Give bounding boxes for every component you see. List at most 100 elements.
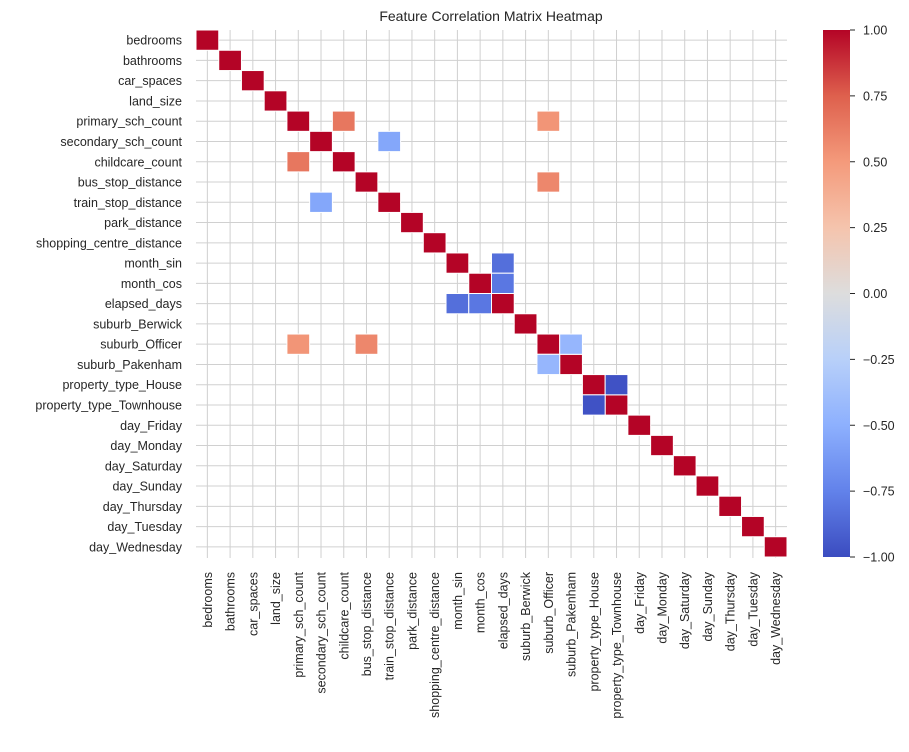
colorbar-tick-label: 0.75	[863, 89, 887, 103]
x-tick-label: primary_sch_count	[292, 571, 306, 677]
x-tick-label: suburb_Pakenham	[565, 572, 579, 677]
heatmap-cell	[536, 110, 561, 132]
y-tick-label: childcare_count	[94, 155, 182, 169]
x-tick-label: secondary_sch_count	[315, 571, 329, 693]
heatmap-cell	[559, 333, 583, 355]
heatmap-cell	[650, 434, 674, 457]
x-tick-label: bathrooms	[224, 572, 238, 631]
y-tick-label: bathrooms	[123, 54, 182, 68]
y-tick-label: park_distance	[104, 216, 182, 230]
x-tick-label: shopping_centre_distance	[428, 572, 442, 718]
heatmap-cell	[377, 191, 402, 213]
x-tick-label: park_distance	[405, 572, 419, 650]
heatmap-cell	[763, 536, 788, 558]
colorbar-gradient	[823, 30, 850, 557]
x-tick-label: bedrooms	[201, 572, 215, 628]
y-tick-label: day_Tuesday	[107, 520, 182, 534]
heatmap-cell	[445, 252, 470, 274]
heatmap-cell	[695, 475, 720, 497]
x-tick-label: property_type_Townhouse	[610, 572, 624, 719]
y-tick-label: land_size	[129, 94, 182, 108]
colorbar-tick-label: −0.50	[863, 419, 895, 433]
heatmap-cell	[536, 353, 561, 376]
heatmap-cell	[354, 171, 379, 193]
heatmap-cell	[581, 374, 606, 396]
colorbar-tick-label: −0.25	[863, 353, 895, 367]
colorbar-tick-label: −1.00	[863, 551, 895, 565]
colorbar-tick-label: 0.25	[863, 221, 887, 235]
heatmap-cell	[491, 272, 515, 295]
y-tick-label: bus_stop_distance	[78, 176, 182, 190]
x-tick-label: suburb_Officer	[542, 572, 556, 654]
y-tick-label: train_stop_distance	[74, 196, 182, 210]
heatmap-cell	[536, 333, 561, 355]
x-tick-label: car_spaces	[246, 572, 260, 636]
heatmap-cell	[400, 211, 424, 234]
colorbar: 1.00 0.75 0.50 0.25 0.00 −0.25 −0.50 −0.75 −1.00	[823, 24, 895, 565]
y-tick-label: car_spaces	[118, 74, 182, 88]
heatmap-cell	[468, 293, 492, 315]
heatmap-cell	[377, 130, 402, 153]
y-tick-label: shopping_centre_distance	[36, 236, 182, 250]
heatmap-cell	[468, 272, 492, 295]
heatmap-cell	[218, 49, 242, 72]
x-tick-label: day_Sunday	[701, 571, 715, 641]
heatmap-cell	[718, 495, 743, 517]
heatmap-cell	[445, 293, 470, 315]
x-tick-label: day_Tuesday	[746, 571, 760, 646]
heatmap-cell	[309, 130, 333, 153]
y-tick-label: day_Saturday	[105, 459, 183, 473]
x-tick-label: day_Friday	[633, 571, 647, 634]
x-tick-label: day_Thursday	[724, 571, 738, 651]
y-tick-label: suburb_Pakenham	[77, 358, 182, 372]
heatmap-cell	[513, 313, 538, 335]
colorbar-tick-label: 0.50	[863, 155, 887, 169]
y-tick-label: secondary_sch_count	[60, 135, 182, 149]
y-tick-label: primary_sch_count	[76, 115, 182, 129]
x-tick-label: train_stop_distance	[383, 572, 397, 680]
x-tick-label: day_Monday	[655, 571, 669, 643]
x-tick-label: suburb_Berwick	[519, 571, 533, 661]
x-tick-label: elapsed_days	[496, 572, 510, 649]
heatmap-cell	[604, 374, 629, 396]
chart-title: Feature Correlation Matrix Heatmap	[379, 8, 603, 24]
heatmap-cell	[491, 252, 515, 274]
x-tick-label: month_cos	[474, 572, 488, 633]
heatmap-cell	[536, 171, 561, 193]
y-tick-label: month_cos	[121, 277, 182, 291]
y-tick-label: month_sin	[124, 257, 182, 271]
heatmap-cell	[581, 394, 606, 416]
x-tick-label: month_sin	[451, 572, 465, 630]
y-tick-label: day_Friday	[120, 419, 183, 433]
y-tick-label: bedrooms	[126, 34, 182, 48]
y-tick-label: suburb_Berwick	[93, 317, 183, 331]
heatmap-cell	[195, 29, 220, 51]
y-tick-label: day_Sunday	[112, 480, 182, 494]
heatmap-cell	[422, 232, 447, 254]
y-tick-label: day_Thursday	[103, 500, 183, 514]
y-tick-label: elapsed_days	[105, 297, 182, 311]
y-tick-label: property_type_Townhouse	[35, 398, 182, 412]
x-tick-label: bus_stop_distance	[360, 572, 374, 676]
heatmap-cell	[331, 151, 356, 173]
heatmap-cell	[559, 353, 583, 376]
y-tick-label: property_type_House	[62, 378, 182, 392]
heatmap-cell	[672, 455, 697, 477]
y-axis-tick-labels: bedrooms bathrooms car_spaces land_sizeprim…	[35, 34, 182, 555]
colorbar-tick-label: 0.00	[863, 287, 887, 301]
heatmap-cell	[741, 515, 765, 538]
x-tick-label: day_Wednesday	[769, 571, 783, 665]
x-axis-tick-labels: bedrooms bathrooms car_spaces land_size prim…	[201, 571, 783, 718]
heatmap-cell	[491, 293, 515, 315]
x-tick-label: day_Saturday	[678, 571, 692, 649]
y-tick-label: day_Wednesday	[89, 540, 183, 554]
heatmap-cell	[627, 414, 652, 436]
heatmap-cells	[195, 29, 788, 558]
x-tick-label: land_size	[269, 572, 283, 625]
x-tick-label: childcare_count	[337, 571, 351, 659]
y-tick-label: suburb_Officer	[100, 338, 182, 352]
heatmap-cell	[286, 333, 311, 355]
colorbar-tick-label: −0.75	[863, 485, 895, 499]
y-tick-label: day_Monday	[110, 439, 182, 453]
